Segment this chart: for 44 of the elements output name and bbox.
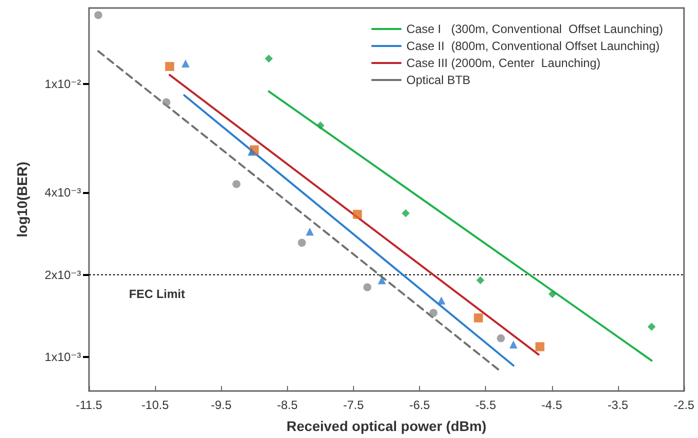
point (363, 283, 372, 292)
point (378, 276, 386, 284)
x-tick-label: -4.5 (541, 398, 562, 412)
legend-label: Case II (800m, Conventional Offset Launching) (406, 39, 660, 53)
x-axis-title: Received optical power (dBm) (286, 418, 486, 434)
point (316, 121, 324, 130)
point (94, 11, 102, 20)
legend-label: Optical BTB (406, 73, 470, 87)
point (162, 98, 170, 106)
x-tick-label: -6.5 (409, 398, 430, 412)
y-tick-label: 1x10⁻³ (44, 350, 81, 364)
x-tick-label: -3.5 (608, 398, 629, 412)
x-tick-label: -10.5 (141, 398, 170, 412)
point (437, 296, 446, 304)
point (429, 308, 438, 317)
y-tick-label: 1x10⁻² (44, 77, 81, 92)
point (496, 334, 505, 342)
point (352, 210, 362, 219)
point (165, 62, 174, 71)
point (509, 340, 518, 349)
legend-label: Case III (2000m, Center Launching) (406, 56, 601, 70)
y-tick-label: 2x10⁻³ (44, 268, 81, 282)
ref-line-label: FEC Limit (129, 286, 185, 301)
x-tick-label: -9.5 (210, 398, 232, 412)
point (306, 228, 314, 236)
point (264, 54, 273, 63)
point (402, 209, 410, 218)
point (648, 322, 656, 331)
y-tick-label: 4x10⁻³ (44, 186, 81, 200)
point (248, 148, 256, 156)
point (232, 180, 240, 188)
x-tick-label: -8.5 (276, 398, 298, 412)
x-tick-label: -5.5 (475, 398, 496, 412)
point (535, 342, 544, 352)
point (474, 313, 483, 322)
point (298, 238, 306, 247)
x-tick-label: -2.5 (674, 398, 695, 412)
legend-label: Case I (300m, Conventional Offset Launching) (406, 22, 664, 36)
point (182, 59, 190, 68)
x-tick-label: -11.5 (76, 398, 103, 412)
y-axis-title: log10(BER) (14, 162, 30, 238)
x-tick-label: -7.5 (343, 398, 364, 412)
point (548, 290, 556, 298)
point (476, 276, 484, 284)
